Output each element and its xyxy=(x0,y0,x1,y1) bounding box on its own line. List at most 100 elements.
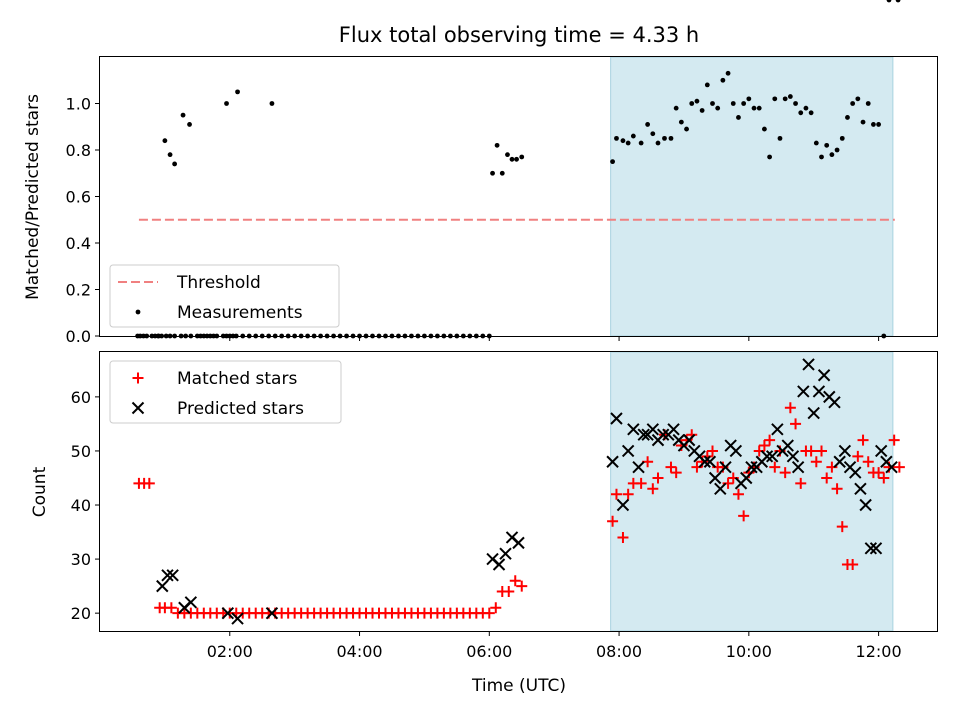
point-1-0-90 xyxy=(769,461,781,473)
point-0-1-123 xyxy=(834,147,840,153)
y-tick-label-0-5: 1.0 xyxy=(66,95,91,114)
y-tick-label-1-4: 60 xyxy=(71,388,91,407)
point-0-1-120 xyxy=(819,154,824,160)
top-y-axis: 0.0 0.2 0.4 0.6 0.8 1.0 xyxy=(66,95,100,346)
point-0-1-101 xyxy=(720,77,726,83)
point-1-1-37 xyxy=(729,444,743,458)
point-1-1-0 xyxy=(156,579,169,593)
point-1-1-4 xyxy=(184,596,198,609)
point-1-1-40 xyxy=(745,460,758,474)
point-0-1-114 xyxy=(787,94,793,99)
point-0-1-89 xyxy=(655,140,661,146)
point-1-1-31 xyxy=(698,455,711,468)
point-0-1-116 xyxy=(798,110,804,116)
point-1-0-59 xyxy=(516,580,528,592)
y-tick-label-0-0: 0.0 xyxy=(66,327,91,346)
point-1-1-7 xyxy=(265,606,279,620)
point-0-1-75 xyxy=(494,142,500,148)
point-1-1-65 xyxy=(874,444,888,458)
point-0-1-67 xyxy=(167,152,173,158)
point-1-0-89 xyxy=(764,434,776,446)
point-1-0-102 xyxy=(831,483,843,495)
point-1-0-95 xyxy=(795,477,807,489)
point-0-1-131 xyxy=(876,122,882,127)
point-1-1-52 xyxy=(807,406,820,420)
top-panel: 0.0 0.2 0.4 0.6 0.8 1.0 Matched/Predicted sta… xyxy=(23,0,938,346)
point-0-1-124 xyxy=(839,135,845,141)
point-0-1-121 xyxy=(824,142,830,148)
point-1-1-39 xyxy=(740,471,753,485)
point-1-1-57 xyxy=(833,455,846,468)
point-1-0-106 xyxy=(852,450,864,462)
point-1-0-60 xyxy=(607,515,619,527)
point-0-1-73 xyxy=(269,101,275,106)
point-1-0-55 xyxy=(490,602,502,614)
point-0-1-100 xyxy=(715,105,721,111)
x-tick-label-4: 10:00 xyxy=(726,642,772,661)
x-tick-label-2: 06:00 xyxy=(466,642,512,661)
point-1-0-58 xyxy=(509,575,521,587)
y-tick-label-0-1: 0.2 xyxy=(66,281,91,300)
legend-box-0 xyxy=(109,264,340,328)
point-1-1-32 xyxy=(703,455,717,468)
top-y-label: Matched/Predicted stars xyxy=(23,94,43,300)
point-1-0-105 xyxy=(847,558,859,570)
y-tick-label-0-2: 0.4 xyxy=(66,234,91,253)
bottom-legend: Matched stars Predicted stars xyxy=(109,360,342,424)
highlight-span-top xyxy=(610,56,894,337)
point-1-1-56 xyxy=(828,396,841,409)
point-0-1-91 xyxy=(668,135,674,141)
point-0-1-110 xyxy=(767,154,772,160)
bottom-x-axis: 02:00 04:00 06:00 08:00 10:00 12:00 xyxy=(207,631,902,661)
point-1-1-19 xyxy=(637,428,650,441)
point-1-1-61 xyxy=(854,482,867,496)
point-1-1-67 xyxy=(885,460,898,474)
point-1-0-2 xyxy=(143,477,155,489)
point-1-0-54 xyxy=(483,607,495,619)
point-1-0-61 xyxy=(610,488,622,500)
point-1-0-93 xyxy=(784,402,796,414)
point-0-1-125 xyxy=(845,115,850,120)
point-1-1-10 xyxy=(499,547,512,560)
point-1-0-111 xyxy=(878,472,890,484)
point-1-1-51 xyxy=(802,358,815,371)
point-1-0-78 xyxy=(707,445,719,457)
legend-marker-0-1 xyxy=(135,309,141,315)
y-tick-label-1-2: 40 xyxy=(71,496,91,515)
point-1-0-68 xyxy=(652,472,664,484)
y-tick-label-1-0: 20 xyxy=(71,604,91,623)
point-1-0-107 xyxy=(857,434,869,446)
point-0-1-79 xyxy=(514,156,519,162)
point-0-1-96 xyxy=(694,98,700,104)
point-0-1-122 xyxy=(829,152,835,158)
point-1-0-57 xyxy=(503,586,515,598)
point-1-1-45 xyxy=(771,423,784,436)
point-0-1-112 xyxy=(777,135,783,141)
point-1-1-50 xyxy=(797,385,810,398)
point-1-0-94 xyxy=(790,418,802,430)
point-0-1-126 xyxy=(850,101,856,106)
point-1-0-84 xyxy=(738,510,750,522)
point-1-0-92 xyxy=(779,467,791,479)
point-0-1-87 xyxy=(645,122,651,127)
point-0-1-76 xyxy=(499,170,505,176)
point-1-1-34 xyxy=(714,482,727,496)
point-0-1-107 xyxy=(751,105,757,111)
y-tick-label-0-3: 0.6 xyxy=(66,188,91,207)
point-0-1-127 xyxy=(855,96,861,102)
point-0-1-92 xyxy=(673,105,679,111)
point-1-1-64 xyxy=(869,542,883,555)
point-1-0-62 xyxy=(617,531,629,543)
point-0-1-94 xyxy=(684,126,689,132)
point-0-1-80 xyxy=(519,154,525,160)
chart-title: Flux total observing time = 4.33 h xyxy=(339,23,699,47)
point-1-1-21 xyxy=(646,423,660,436)
point-1-0-65 xyxy=(635,477,647,489)
point-0-1-118 xyxy=(808,110,814,116)
legend-marker-1-0 xyxy=(132,372,144,384)
point-0-1-78 xyxy=(509,156,515,162)
point-1-0-97 xyxy=(805,445,817,457)
point-0-1-69 xyxy=(180,112,186,118)
point-1-1-62 xyxy=(859,498,872,512)
point-0-1-86 xyxy=(638,140,644,146)
